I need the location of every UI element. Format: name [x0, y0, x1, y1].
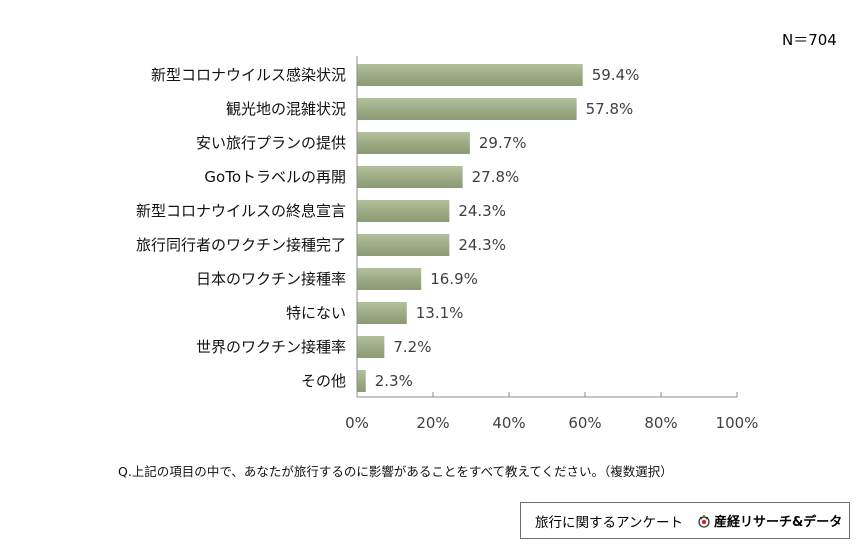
bar	[357, 370, 366, 392]
bar	[357, 200, 450, 222]
category-label: その他	[301, 372, 346, 390]
bar	[357, 268, 422, 290]
x-tick-label: 60%	[568, 414, 601, 432]
bar	[357, 336, 385, 358]
x-tick-label: 100%	[716, 414, 759, 432]
value-label: 27.8%	[472, 168, 520, 186]
category-label: 日本のワクチン接種率	[196, 270, 346, 288]
value-label: 16.9%	[430, 270, 478, 288]
category-label: 安い旅行プランの提供	[196, 134, 346, 152]
value-label: 7.2%	[393, 338, 431, 356]
x-tick-label: 20%	[416, 414, 449, 432]
brand-icon	[698, 514, 710, 528]
category-label: 新型コロナウイルス感染状況	[151, 66, 346, 84]
value-label: 24.3%	[458, 236, 506, 254]
category-label: 旅行同行者のワクチン接種完了	[136, 236, 346, 254]
x-tick-label: 40%	[492, 414, 525, 432]
value-label: 13.1%	[416, 304, 464, 322]
bar	[357, 64, 583, 86]
category-label: 観光地の混雑状況	[226, 100, 346, 118]
bar	[357, 98, 577, 120]
category-label: 特にない	[286, 304, 346, 322]
survey-question: Q.上記の項目の中で、あなたが旅行するのに影響があることをすべて教えてください。…	[118, 464, 673, 479]
brand-name: 産経リサーチ&データ	[713, 515, 843, 530]
value-label: 57.8%	[586, 100, 634, 118]
value-label: 29.7%	[479, 134, 527, 152]
survey-name: 旅行に関するアンケート	[535, 514, 683, 531]
bar	[357, 166, 463, 188]
category-label: GoToトラベルの再開	[204, 168, 346, 186]
x-tick-label: 0%	[345, 414, 369, 432]
category-label: 世界のワクチン接種率	[196, 338, 346, 356]
x-tick-label: 80%	[644, 414, 677, 432]
credit-box: 旅行に関するアンケート 産経リサーチ&データ	[520, 502, 850, 539]
category-label: 新型コロナウイルスの終息宣言	[136, 202, 346, 220]
value-label: 24.3%	[458, 202, 506, 220]
brand-logo: 産経リサーチ&データ	[697, 511, 842, 530]
bar	[357, 234, 450, 256]
value-label: 59.4%	[592, 66, 640, 84]
sample-size-label: N＝704	[782, 31, 837, 49]
bar	[357, 302, 407, 324]
bar	[357, 132, 470, 154]
value-label: 2.3%	[375, 372, 413, 390]
